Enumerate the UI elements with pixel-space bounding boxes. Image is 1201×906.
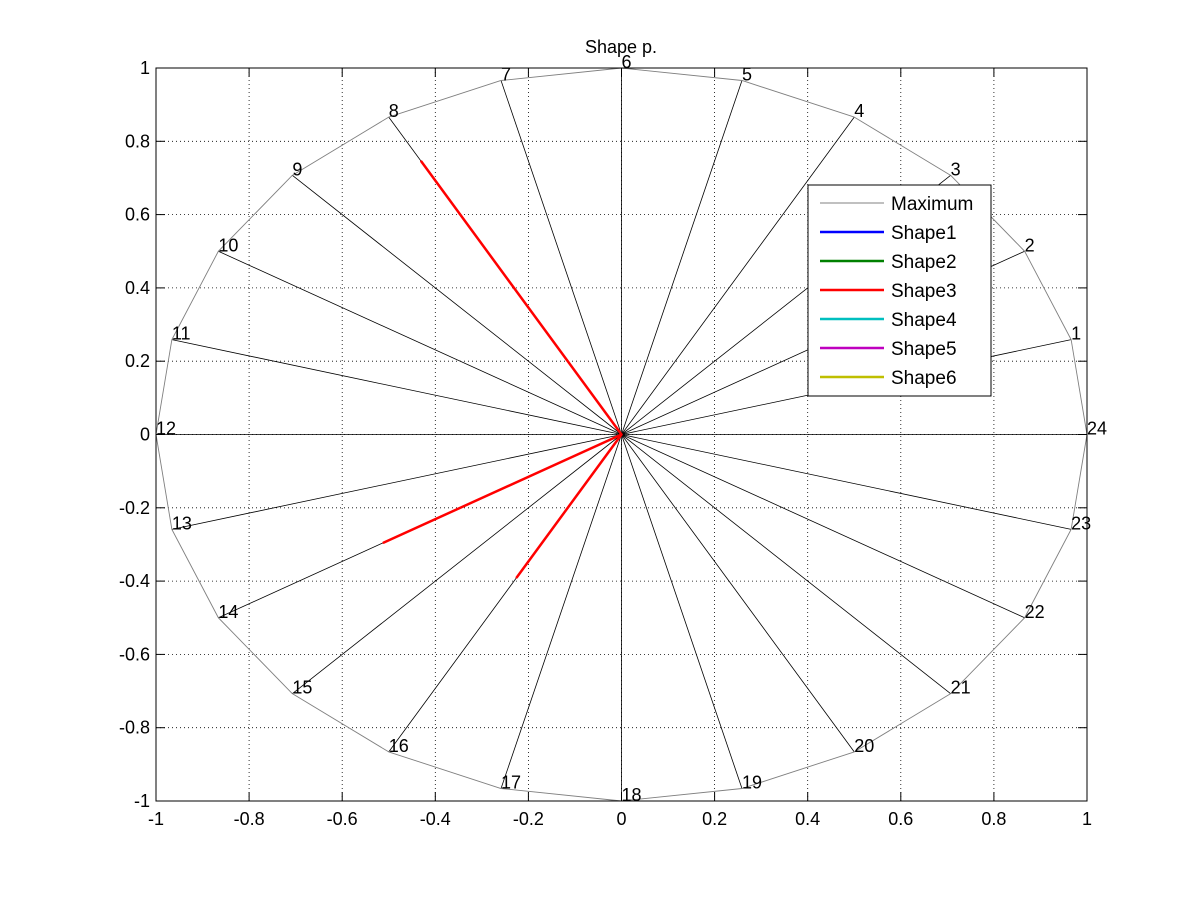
spoke-label: 19 [742,773,762,793]
y-tick-label: -0.6 [119,644,150,664]
legend-label-maximum: Maximum [891,194,973,215]
legend-label-shape3: Shape3 [891,281,957,302]
spoke-label: 11 [172,324,191,344]
x-tick-label: -0.4 [420,809,451,829]
x-tick-label: 0.6 [888,809,913,829]
spoke-label: 7 [501,64,511,84]
spoke-label: 17 [501,773,521,793]
spoke-label: 16 [389,736,409,756]
series-lines [155,67,1088,802]
spoke-line [500,434,622,789]
spoke-line [621,434,951,694]
y-tick-label: -1 [134,791,150,811]
y-tick-label: 0.2 [125,351,150,371]
y-tick-label: -0.2 [119,498,150,518]
spoke-line [292,175,622,435]
y-tick-label: 0.8 [125,131,150,151]
x-tick-label: -0.6 [327,809,358,829]
y-tick-label: 0.6 [125,205,150,225]
spoke-line [621,434,743,789]
x-tick-label: 0 [616,809,626,829]
spoke-label: 23 [1071,513,1091,533]
spoke-label: 12 [156,419,176,439]
spoke-line [218,250,622,435]
spoke-line [171,339,622,435]
chart-title: Shape p. [585,37,657,57]
spoke-label: 1 [1071,324,1081,344]
spoke-label: 13 [172,513,192,533]
spoke-line [621,434,1025,619]
spoke-label: 22 [1025,602,1045,622]
x-tick-label: -0.2 [513,809,544,829]
spoke-label: 4 [854,101,864,121]
legend-label-shape5: Shape5 [891,339,957,360]
spoke-label: 2 [1025,235,1035,255]
legend-label-shape2: Shape2 [891,252,957,273]
spoke-label: 6 [622,52,632,72]
spoke-line [500,80,622,435]
legend-label-shape1: Shape1 [891,223,957,244]
spoke-label: 18 [622,785,642,805]
x-tick-label: 0.8 [981,809,1006,829]
spoke-label: 14 [218,602,238,622]
y-tick-label: 0 [140,425,150,445]
spoke-label: 15 [292,678,312,698]
x-tick-label: 1 [1082,809,1092,829]
spoke-line [621,434,855,753]
spoke-label: 9 [292,159,302,179]
spoke-label: 5 [742,64,752,84]
y-tick-label: 0.4 [125,278,150,298]
x-tick-label: -1 [148,809,164,829]
spoke-label: 20 [854,736,874,756]
spoke-line [171,434,622,530]
y-tick-label: -0.8 [119,718,150,738]
spoke-line [621,434,1072,530]
spoke-label: 8 [389,101,399,121]
legend-label-shape6: Shape6 [891,368,957,389]
spoke-line [621,80,743,435]
y-tick-label: 1 [140,58,150,78]
y-tick-label: -0.4 [119,571,150,591]
spoke-line [292,434,622,694]
series-line-shape3 [382,160,623,579]
series-line-maximum [155,67,1088,802]
x-tick-label: -0.8 [234,809,265,829]
x-tick-label: 0.2 [702,809,727,829]
legend-label-shape4: Shape4 [891,310,957,331]
spoke-label: 3 [951,159,961,179]
spoke-label: 24 [1087,419,1107,439]
x-tick-label: 0.4 [795,809,820,829]
axis-ticks: -1 -0.8 -0.6 -0.4 -0.2 0 0.2 0.4 0.6 0.8 1 -1 -0.8 -0… [119,58,1092,829]
spoke-label: 21 [951,678,971,698]
spoke-line [621,116,855,435]
legend: Maximum Shape1 Shape2 Shape3 Shape4 Shape5 Sha… [807,184,992,397]
spoke-label: 10 [218,235,238,255]
